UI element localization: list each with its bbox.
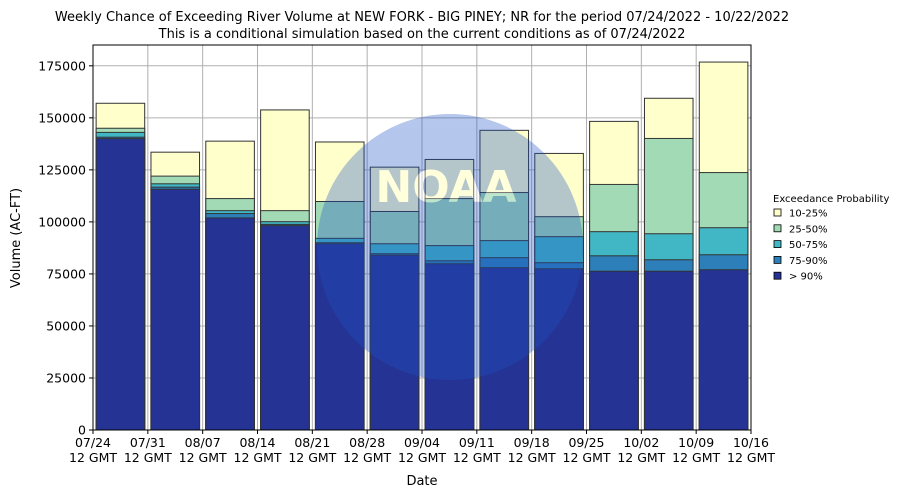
y-tick-label: 75000 <box>46 266 86 281</box>
bar-segment--90- <box>95 138 146 431</box>
x-tick-label-date: 10/09 <box>678 435 714 450</box>
legend-label: 10-25% <box>789 209 828 220</box>
legend: Exceedance Probability 10-25% 25-50% 50-75… <box>773 194 889 283</box>
x-tick-label-date: 10/16 <box>733 435 769 450</box>
x-tick-label-time: 12 GMT <box>727 450 775 465</box>
y-axis-label: Volume (AC-FT) <box>9 188 24 288</box>
legend-label: 75-90% <box>789 256 828 267</box>
x-tick-label-time: 12 GMT <box>288 450 336 465</box>
x-tick-label-time: 12 GMT <box>563 450 611 465</box>
y-axis: 0 25000 50000 75000 100000 125000 150000 175000 <box>38 58 93 438</box>
x-tick-label-date: 09/25 <box>568 435 604 450</box>
watermark-circle <box>317 114 583 380</box>
y-tick-label: 175000 <box>38 58 86 73</box>
bar-segment--90- <box>205 217 255 431</box>
x-tick-label-date: 10/02 <box>623 435 659 450</box>
x-tick-label-time: 12 GMT <box>672 450 720 465</box>
watermark-logo-text: NOAA <box>375 162 516 213</box>
legend-swatch <box>773 224 782 233</box>
bar-segment--90- <box>589 270 639 431</box>
y-tick-label: 125000 <box>38 162 86 177</box>
x-tick-label-date: 09/04 <box>404 435 440 450</box>
y-tick-label: 0 <box>78 423 86 438</box>
legend-swatch <box>773 208 782 217</box>
bar-segment--90- <box>150 188 201 431</box>
legend-swatch <box>773 255 782 264</box>
x-axis-label: Date <box>406 474 437 489</box>
bar-segment--90- <box>260 225 310 431</box>
x-tick-label-date: 08/14 <box>239 435 275 450</box>
x-tick-label-time: 12 GMT <box>508 450 556 465</box>
y-tick-label: 150000 <box>38 110 86 125</box>
bar-segment--90- <box>424 263 475 431</box>
y-tick-label: 25000 <box>46 370 86 385</box>
noaa-watermark: NOAA <box>317 114 583 380</box>
x-tick-label-date: 09/11 <box>459 435 495 450</box>
x-tick-label-date: 08/28 <box>349 435 385 450</box>
legend-title: Exceedance Probability <box>773 194 889 205</box>
x-tick-label-date: 07/31 <box>130 435 166 450</box>
x-tick-label-time: 12 GMT <box>617 450 665 465</box>
y-tick-label: 50000 <box>46 318 86 333</box>
x-tick-label-date: 09/18 <box>514 435 550 450</box>
bar-segment--90- <box>369 254 420 431</box>
legend-label: > 90% <box>789 272 823 283</box>
chart-title: Weekly Chance of Exceeding River Volume … <box>55 10 789 25</box>
y-tick-label: 100000 <box>38 214 86 229</box>
chart-subtitle: This is a conditional simulation based o… <box>158 27 686 42</box>
x-tick-label-date: 08/07 <box>185 435 221 450</box>
x-tick-label-date: 07/24 <box>75 435 111 450</box>
legend-label: 50-75% <box>789 240 828 251</box>
x-tick-label-time: 12 GMT <box>179 450 227 465</box>
legend-swatch <box>773 271 782 280</box>
bar-segment--90- <box>643 270 694 431</box>
legend-label: 25-50% <box>789 224 828 235</box>
grid <box>92 45 752 431</box>
bar-segment--90- <box>479 267 530 431</box>
x-tick-label-time: 12 GMT <box>69 450 117 465</box>
x-tick-label-time: 12 GMT <box>398 450 446 465</box>
x-tick-label-date: 08/21 <box>294 435 330 450</box>
legend-swatch <box>773 240 782 249</box>
x-tick-label-time: 12 GMT <box>453 450 501 465</box>
x-tick-label-time: 12 GMT <box>234 450 282 465</box>
x-tick-label-time: 12 GMT <box>343 450 391 465</box>
bar-segment--90- <box>534 268 584 431</box>
bar-segment--90- <box>698 269 749 431</box>
x-tick-label-time: 12 GMT <box>124 450 172 465</box>
